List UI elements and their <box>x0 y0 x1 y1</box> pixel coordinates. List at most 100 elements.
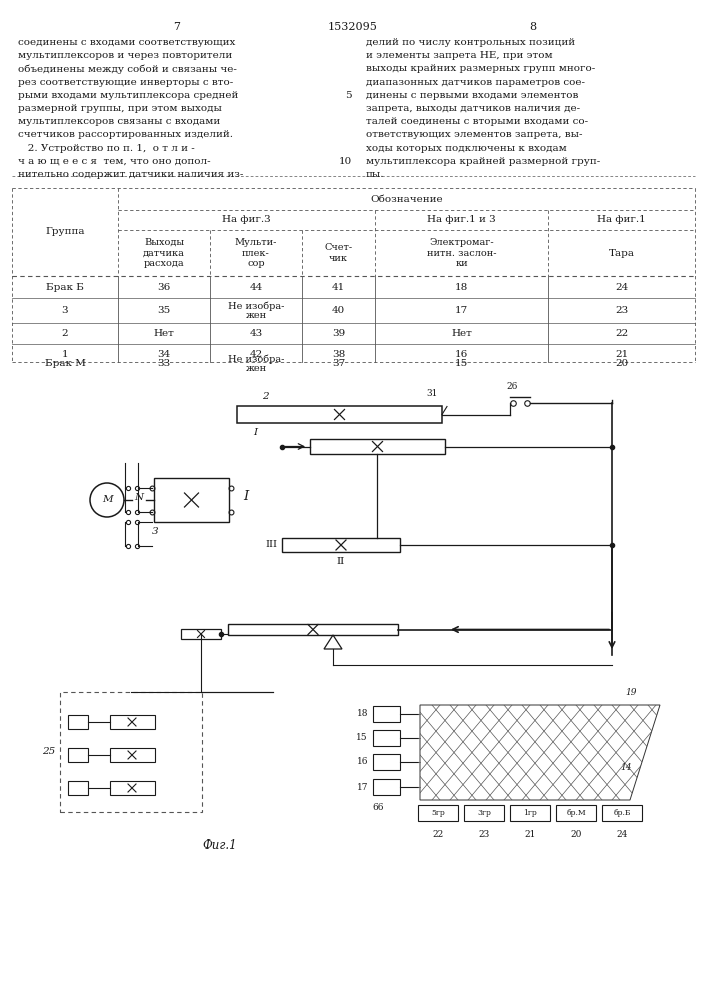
Text: ответствующих элементов запрета, вы-: ответствующих элементов запрета, вы- <box>366 130 583 139</box>
Text: 37: 37 <box>332 359 345 368</box>
Text: делий по числу контрольных позиций: делий по числу контрольных позиций <box>366 38 575 47</box>
Text: соединены с входами соответствующих: соединены с входами соответствующих <box>18 38 235 47</box>
Text: 39: 39 <box>332 329 345 338</box>
Text: 40: 40 <box>332 306 345 315</box>
Text: ч а ю щ е е с я  тем, что оно допол-: ч а ю щ е е с я тем, что оно допол- <box>18 157 211 166</box>
Text: 18: 18 <box>455 282 468 292</box>
Text: 31: 31 <box>426 389 438 398</box>
Text: 22: 22 <box>615 329 628 338</box>
Bar <box>110 781 155 795</box>
Text: нительно содержит датчики наличия из-: нительно содержит датчики наличия из- <box>18 170 243 179</box>
Text: 15: 15 <box>356 734 368 742</box>
Text: Счет-
чик: Счет- чик <box>325 243 353 263</box>
Text: 17: 17 <box>455 306 468 315</box>
Text: жен: жен <box>245 311 267 320</box>
Text: мультиплексора крайней размерной груп-: мультиплексора крайней размерной груп- <box>366 157 600 166</box>
Text: ходы которых подключены к входам: ходы которых подключены к входам <box>366 144 567 153</box>
Text: 17: 17 <box>356 782 368 792</box>
Text: I: I <box>253 428 257 437</box>
Bar <box>181 629 221 639</box>
Text: Брак Б: Брак Б <box>46 282 84 292</box>
Text: Группа: Группа <box>45 228 85 236</box>
Text: 36: 36 <box>158 282 170 292</box>
Text: На фиг.1: На фиг.1 <box>597 216 646 225</box>
Text: 24: 24 <box>615 282 628 292</box>
Text: 7: 7 <box>173 22 180 32</box>
Text: бр.Б: бр.Б <box>613 809 631 817</box>
Text: 33: 33 <box>158 359 170 368</box>
Text: 1532095: 1532095 <box>328 22 378 32</box>
Text: 3: 3 <box>62 306 69 315</box>
Bar <box>110 748 155 762</box>
Text: 16: 16 <box>356 758 368 766</box>
Text: рыми входами мультиплексора средней: рыми входами мультиплексора средней <box>18 91 238 100</box>
Text: 26: 26 <box>506 382 518 391</box>
Text: 14: 14 <box>620 763 631 772</box>
Text: Фиг.1: Фиг.1 <box>203 839 238 852</box>
Text: мультиплексоров и через повторители: мультиплексоров и через повторители <box>18 51 233 60</box>
Text: 8: 8 <box>530 22 537 32</box>
Text: M: M <box>102 494 112 504</box>
Bar <box>510 805 550 821</box>
Text: 35: 35 <box>158 306 170 315</box>
Text: 25: 25 <box>42 748 55 756</box>
Text: 1: 1 <box>62 350 69 359</box>
Text: Тара: Тара <box>609 248 634 257</box>
Bar <box>68 781 88 795</box>
Text: 2: 2 <box>62 329 69 338</box>
Text: талей соединены с вторыми входами со-: талей соединены с вторыми входами со- <box>366 117 588 126</box>
Text: 24: 24 <box>617 830 628 839</box>
Bar <box>282 538 400 552</box>
Text: и элементы запрета НЕ, при этом: и элементы запрета НЕ, при этом <box>366 51 553 60</box>
Text: На фиг.3: На фиг.3 <box>222 216 271 225</box>
Text: 34: 34 <box>158 350 170 359</box>
Text: 22: 22 <box>433 830 443 839</box>
Text: 20: 20 <box>571 830 582 839</box>
Bar <box>310 439 445 454</box>
Bar <box>154 478 229 522</box>
Text: 23: 23 <box>615 306 628 315</box>
Text: мультиплексоров связаны с входами: мультиплексоров связаны с входами <box>18 117 221 126</box>
Text: N: N <box>134 493 143 502</box>
Text: Брак М: Брак М <box>45 359 86 368</box>
Text: 16: 16 <box>455 350 468 359</box>
Bar <box>464 805 504 821</box>
Text: диапазонных датчиков параметров сое-: диапазонных датчиков параметров сое- <box>366 78 585 87</box>
Text: 21: 21 <box>615 350 628 359</box>
Text: 43: 43 <box>250 329 262 338</box>
Text: I: I <box>243 490 248 503</box>
Text: 3гр: 3гр <box>477 809 491 817</box>
Bar <box>60 692 202 812</box>
Text: Мульти-
плек-
сор: Мульти- плек- сор <box>235 238 277 268</box>
Text: жен: жен <box>245 364 267 373</box>
Text: размерной группы, при этом выходы: размерной группы, при этом выходы <box>18 104 222 113</box>
Text: 18: 18 <box>356 710 368 718</box>
Text: Не изобра-: Не изобра- <box>228 302 284 311</box>
Text: рез соответствующие инверторы с вто-: рез соответствующие инверторы с вто- <box>18 78 233 87</box>
Text: 23: 23 <box>479 830 490 839</box>
Bar <box>418 805 458 821</box>
Text: объединены между собой и связаны че-: объединены между собой и связаны че- <box>18 64 237 74</box>
Text: 44: 44 <box>250 282 262 292</box>
Bar <box>602 805 642 821</box>
Text: 2: 2 <box>262 392 269 401</box>
Text: динены с первыми входами элементов: динены с первыми входами элементов <box>366 91 578 100</box>
Text: 21: 21 <box>525 830 536 839</box>
Bar <box>373 706 400 722</box>
Bar <box>68 715 88 729</box>
Text: запрета, выходы датчиков наличия де-: запрета, выходы датчиков наличия де- <box>366 104 580 113</box>
Text: 15: 15 <box>455 359 468 368</box>
Text: 5: 5 <box>346 91 352 100</box>
Text: 2. Устройство по п. 1,  о т л и -: 2. Устройство по п. 1, о т л и - <box>18 144 194 153</box>
Bar <box>373 754 400 770</box>
Text: бр.М: бр.М <box>566 809 586 817</box>
Bar <box>110 715 155 729</box>
Text: 3: 3 <box>152 527 158 536</box>
Text: 19: 19 <box>625 688 636 697</box>
Text: 1гр: 1гр <box>523 809 537 817</box>
Bar <box>373 730 400 746</box>
Text: Нет: Нет <box>153 329 175 338</box>
Text: 20: 20 <box>615 359 628 368</box>
Bar <box>556 805 596 821</box>
Text: III: III <box>265 540 277 549</box>
